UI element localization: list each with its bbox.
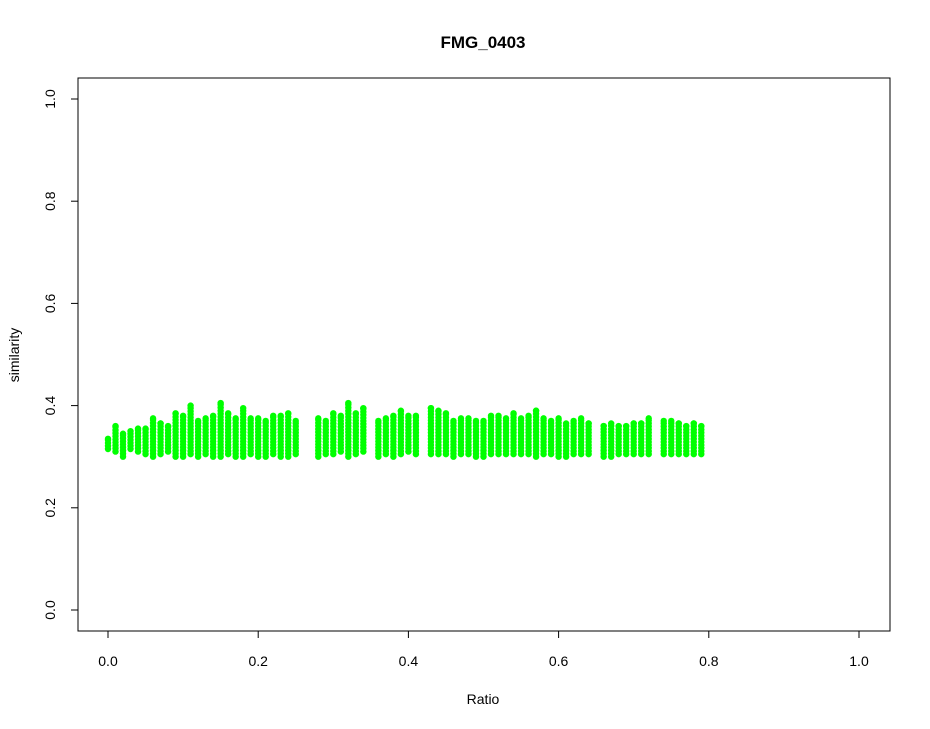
data-point (442, 410, 450, 417)
data-point (630, 420, 637, 427)
data-point (570, 417, 577, 425)
data-point (127, 427, 134, 435)
data-point (330, 410, 337, 417)
data-point (194, 417, 202, 425)
data-point (427, 404, 435, 412)
data-point (607, 420, 615, 427)
data-point (450, 417, 457, 425)
data-point (532, 407, 540, 414)
x-tick-label: 0.0 (98, 653, 118, 669)
data-point (638, 420, 645, 427)
y-axis-label: similarity (6, 328, 22, 382)
chart-title: FMG_0403 (440, 33, 525, 52)
data-point (322, 417, 329, 425)
x-tick-label: 0.2 (248, 653, 268, 669)
data-point (337, 412, 345, 420)
data-point (435, 407, 442, 414)
data-point (405, 412, 412, 420)
data-point (179, 412, 187, 420)
data-point (285, 410, 292, 417)
data-point (547, 417, 555, 425)
data-point (315, 415, 322, 422)
data-point (164, 422, 172, 430)
data-point (675, 420, 682, 427)
x-tick-label: 0.6 (549, 653, 569, 669)
data-point (600, 422, 607, 430)
data-point (465, 415, 472, 422)
data-point (577, 415, 585, 422)
data-point (262, 417, 269, 425)
data-point (645, 415, 652, 422)
data-point (615, 422, 622, 430)
data-point (224, 410, 232, 417)
data-point (360, 404, 367, 412)
data-point (112, 422, 119, 430)
data-point (375, 417, 382, 425)
data-point (352, 410, 360, 417)
data-point (562, 420, 570, 427)
data-point (510, 410, 517, 417)
data-point (104, 435, 112, 443)
x-tick-label: 1.0 (849, 653, 869, 669)
data-point (149, 415, 157, 422)
x-tick-label: 0.8 (699, 653, 719, 669)
data-point (472, 417, 480, 425)
data-point (517, 415, 525, 422)
data-point (134, 425, 142, 432)
data-point (698, 422, 705, 430)
data-points (104, 399, 705, 460)
data-point (270, 412, 277, 420)
data-point (502, 415, 510, 422)
y-tick-label: 1.0 (42, 89, 58, 109)
y-axis: 0.0 0.2 0.4 0.6 0.8 1.0 (42, 89, 79, 620)
data-point (390, 412, 397, 420)
data-point (209, 412, 217, 420)
data-point (119, 430, 127, 437)
y-tick-label: 0.2 (42, 498, 58, 518)
data-point (683, 422, 690, 430)
data-point (187, 402, 194, 409)
data-point (487, 412, 495, 420)
y-tick-label: 0.8 (42, 191, 58, 211)
data-point (142, 425, 149, 432)
data-point (690, 420, 697, 427)
data-point (397, 407, 405, 414)
data-point (247, 415, 254, 422)
data-point (277, 412, 284, 420)
data-point (555, 415, 562, 422)
data-point (525, 412, 532, 420)
data-point (412, 412, 420, 420)
data-point (239, 404, 247, 412)
data-point (668, 417, 675, 425)
data-point (157, 420, 164, 427)
plot-frame (77, 77, 891, 632)
data-point (232, 415, 239, 422)
data-point (585, 420, 592, 427)
y-tick-label: 0.6 (42, 293, 58, 313)
data-point (495, 412, 502, 420)
data-point (217, 399, 224, 407)
data-point (172, 410, 179, 417)
data-point (622, 422, 630, 430)
data-point (540, 415, 547, 422)
y-tick-label: 0.4 (42, 396, 58, 416)
data-point (660, 417, 667, 425)
x-axis: 0.0 0.2 0.4 0.6 0.8 1.0 (98, 630, 869, 669)
x-tick-label: 0.4 (399, 653, 419, 669)
data-point (480, 417, 487, 425)
y-tick-label: 0.0 (42, 600, 58, 620)
data-point (292, 417, 299, 425)
data-point (202, 415, 209, 422)
data-point (345, 399, 352, 407)
data-point (457, 415, 465, 422)
data-point (255, 415, 262, 422)
x-axis-label: Ratio (467, 691, 500, 707)
data-point (382, 415, 390, 422)
